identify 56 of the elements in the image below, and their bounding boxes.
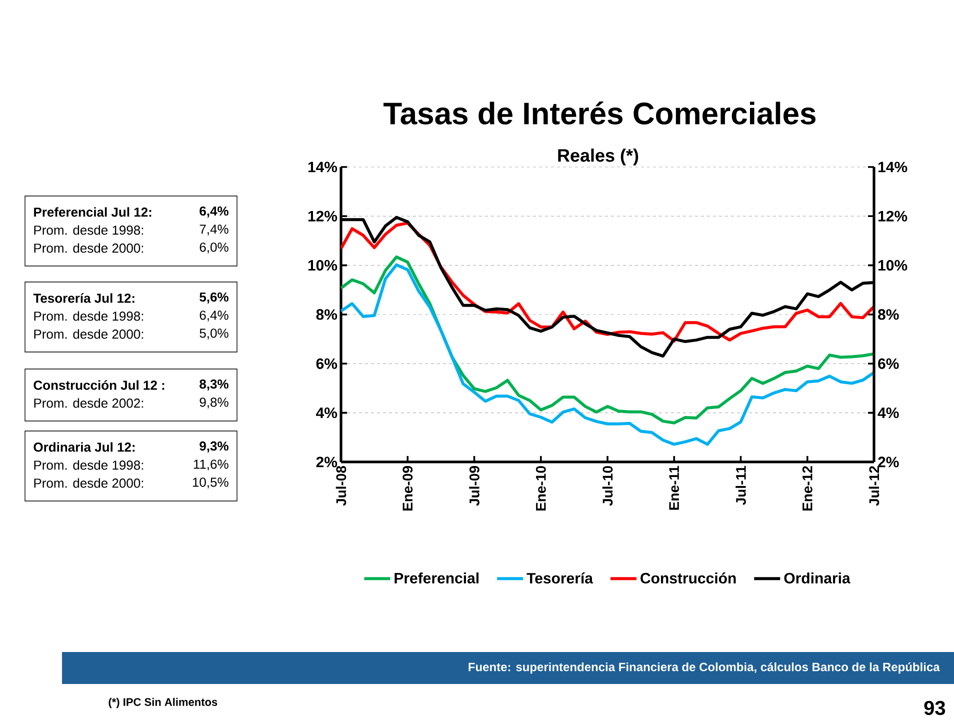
y2-tick-label: 8%	[316, 309, 338, 320]
text: Ordinaria Jul 12:	[34, 442, 135, 452]
text: 93	[924, 700, 946, 716]
x-tick-label: Jul-10	[602, 466, 613, 506]
text: Prom. desde 2000:	[34, 243, 144, 253]
legend-label: Construcción	[640, 572, 736, 584]
text: Tesorería Jul 12:	[33, 293, 134, 303]
y-tick-label: 4%	[878, 408, 899, 418]
text: 6,4%	[200, 310, 228, 322]
y-tick-label: 2%	[878, 456, 899, 468]
chart-title: Tasas de Interés Comerciales	[384, 101, 816, 124]
x-tick-label: Ene-11	[669, 466, 680, 510]
y2-tick-label: 10%	[308, 260, 338, 271]
y-tick-label: 8%	[878, 309, 899, 320]
text: Prom. desde 1998:	[34, 311, 144, 321]
legend-label: Preferencial	[394, 572, 478, 584]
text: Construcción Jul 12 :	[34, 380, 164, 390]
text: (*) IPC Sin Alimentos	[108, 698, 218, 708]
x-tick-label: Ene-12	[802, 466, 812, 510]
text: Prom. desde 2002:	[34, 398, 144, 408]
text: Prom. desde 2000:	[34, 329, 144, 339]
y2-tick-label: 4%	[316, 408, 338, 418]
line-series	[341, 263, 874, 446]
chart-subtitle: Reales (*)	[558, 148, 638, 166]
line-series	[341, 255, 874, 424]
text: Prom. desde 1998:	[34, 225, 144, 235]
legend-label: Tesorería	[526, 572, 594, 584]
y2-tick-label: 12%	[308, 210, 338, 222]
text: Preferencial Jul 12:	[34, 207, 152, 217]
y-tick-label: 6%	[878, 358, 899, 369]
text: Prom. desde 2000:	[34, 478, 144, 488]
text: 6,4%	[200, 206, 228, 218]
source-note: Fuente: superintendencia Financiera de Colombia, cálculos Banco de la República	[468, 662, 940, 674]
x-tick-label: Ene-10	[536, 466, 546, 510]
y2-tick-label: 14%	[308, 162, 338, 172]
text: 7,4%	[200, 224, 228, 236]
text: 11,6%	[194, 460, 228, 470]
x-tick-label: Jul-11	[736, 466, 746, 505]
x-tick-label: Jul-12	[868, 466, 880, 506]
y2-tick-label: 2%	[316, 456, 338, 468]
text: 8,3%	[200, 379, 228, 391]
x-tick-label: Jul-09	[469, 466, 480, 506]
text: 5,6%	[200, 292, 228, 304]
text: Prom. desde 1998:	[34, 460, 144, 470]
y-tick-label: 14%	[878, 162, 908, 172]
x-tick-label: Jul-08	[336, 466, 346, 506]
x-tick-label: Ene-09	[402, 466, 413, 510]
y-tick-label: 12%	[878, 210, 908, 222]
text: 6,0%	[200, 242, 228, 254]
text: 9,3%	[200, 441, 228, 453]
y-tick-label: 10%	[878, 260, 908, 271]
text: 10,5%	[192, 478, 228, 488]
text: 9,8%	[200, 398, 228, 408]
legend-label: Ordinaria	[784, 572, 850, 584]
text: 5,0%	[200, 328, 228, 340]
y2-tick-label: 6%	[316, 358, 338, 369]
